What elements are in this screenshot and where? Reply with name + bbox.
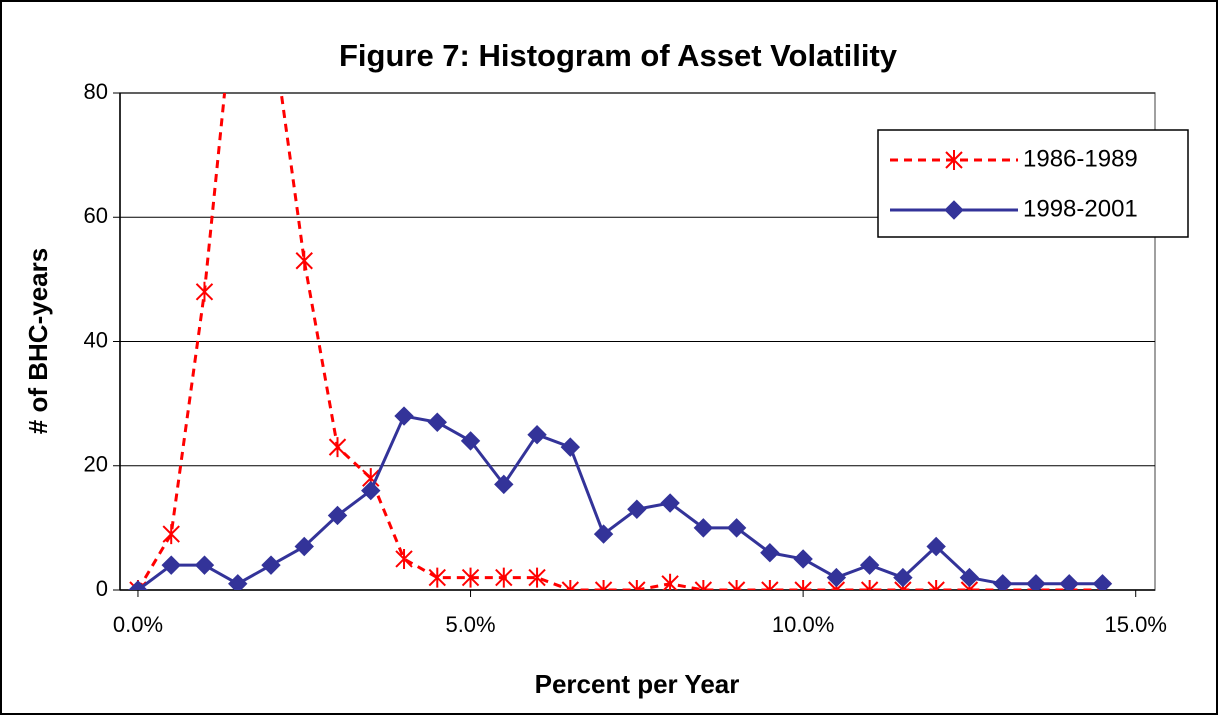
marker — [361, 480, 381, 501]
marker — [893, 567, 913, 588]
x-tick-label: 10.0% — [772, 612, 834, 637]
x-tick-label: 0.0% — [113, 612, 163, 637]
marker — [128, 580, 148, 590]
marker — [693, 518, 714, 538]
marker — [760, 543, 780, 563]
marker — [560, 437, 581, 457]
marker — [959, 567, 980, 588]
marker — [427, 412, 447, 432]
plot-clip — [128, 93, 1113, 590]
marker — [945, 150, 963, 170]
marker — [794, 580, 812, 590]
marker — [627, 499, 647, 519]
marker — [593, 524, 614, 544]
marker — [927, 580, 945, 590]
marker — [1059, 574, 1079, 590]
marker — [394, 406, 414, 426]
marker — [327, 505, 348, 526]
marker — [561, 580, 580, 590]
marker — [826, 567, 847, 588]
marker — [494, 474, 514, 495]
marker — [859, 555, 880, 575]
marker — [461, 567, 480, 588]
marker — [428, 567, 446, 588]
marker — [726, 518, 747, 538]
marker — [228, 574, 248, 590]
marker — [594, 580, 613, 590]
marker — [161, 555, 181, 575]
marker — [294, 536, 314, 557]
marker — [944, 200, 964, 220]
marker — [761, 580, 779, 590]
marker — [628, 580, 646, 590]
y-tick-label: 20 — [84, 452, 108, 477]
y-tick-label: 60 — [84, 203, 108, 228]
marker — [1092, 574, 1113, 590]
legend-label: 1986-1989 — [1023, 145, 1138, 172]
y-tick-label: 0 — [96, 576, 108, 601]
marker — [395, 548, 413, 569]
marker — [295, 250, 313, 271]
marker — [1026, 574, 1046, 590]
marker — [926, 536, 946, 557]
x-tick-label: 5.0% — [445, 612, 495, 637]
marker — [528, 567, 546, 588]
marker — [661, 573, 679, 590]
marker — [328, 437, 347, 458]
marker — [495, 567, 513, 588]
marker — [660, 493, 680, 513]
y-tick-label: 80 — [84, 79, 108, 104]
marker — [162, 524, 180, 545]
marker — [527, 424, 547, 445]
x-axis-label: Percent per Year — [535, 669, 740, 699]
marker — [793, 549, 813, 569]
y-tick-label: 40 — [84, 327, 108, 352]
marker — [261, 555, 281, 575]
marker — [860, 580, 879, 590]
marker — [694, 580, 713, 590]
chart-title: Figure 7: Histogram of Asset Volatility — [339, 38, 898, 73]
marker — [727, 580, 746, 590]
x-tick-label: 15.0% — [1105, 612, 1167, 637]
marker — [194, 555, 215, 575]
marker — [195, 281, 214, 302]
legend-label: 1998-2001 — [1023, 195, 1138, 222]
y-axis-label: # of BHC-years — [23, 248, 53, 434]
marker — [992, 574, 1013, 590]
marker — [460, 431, 481, 451]
legend-box — [877, 129, 1189, 238]
